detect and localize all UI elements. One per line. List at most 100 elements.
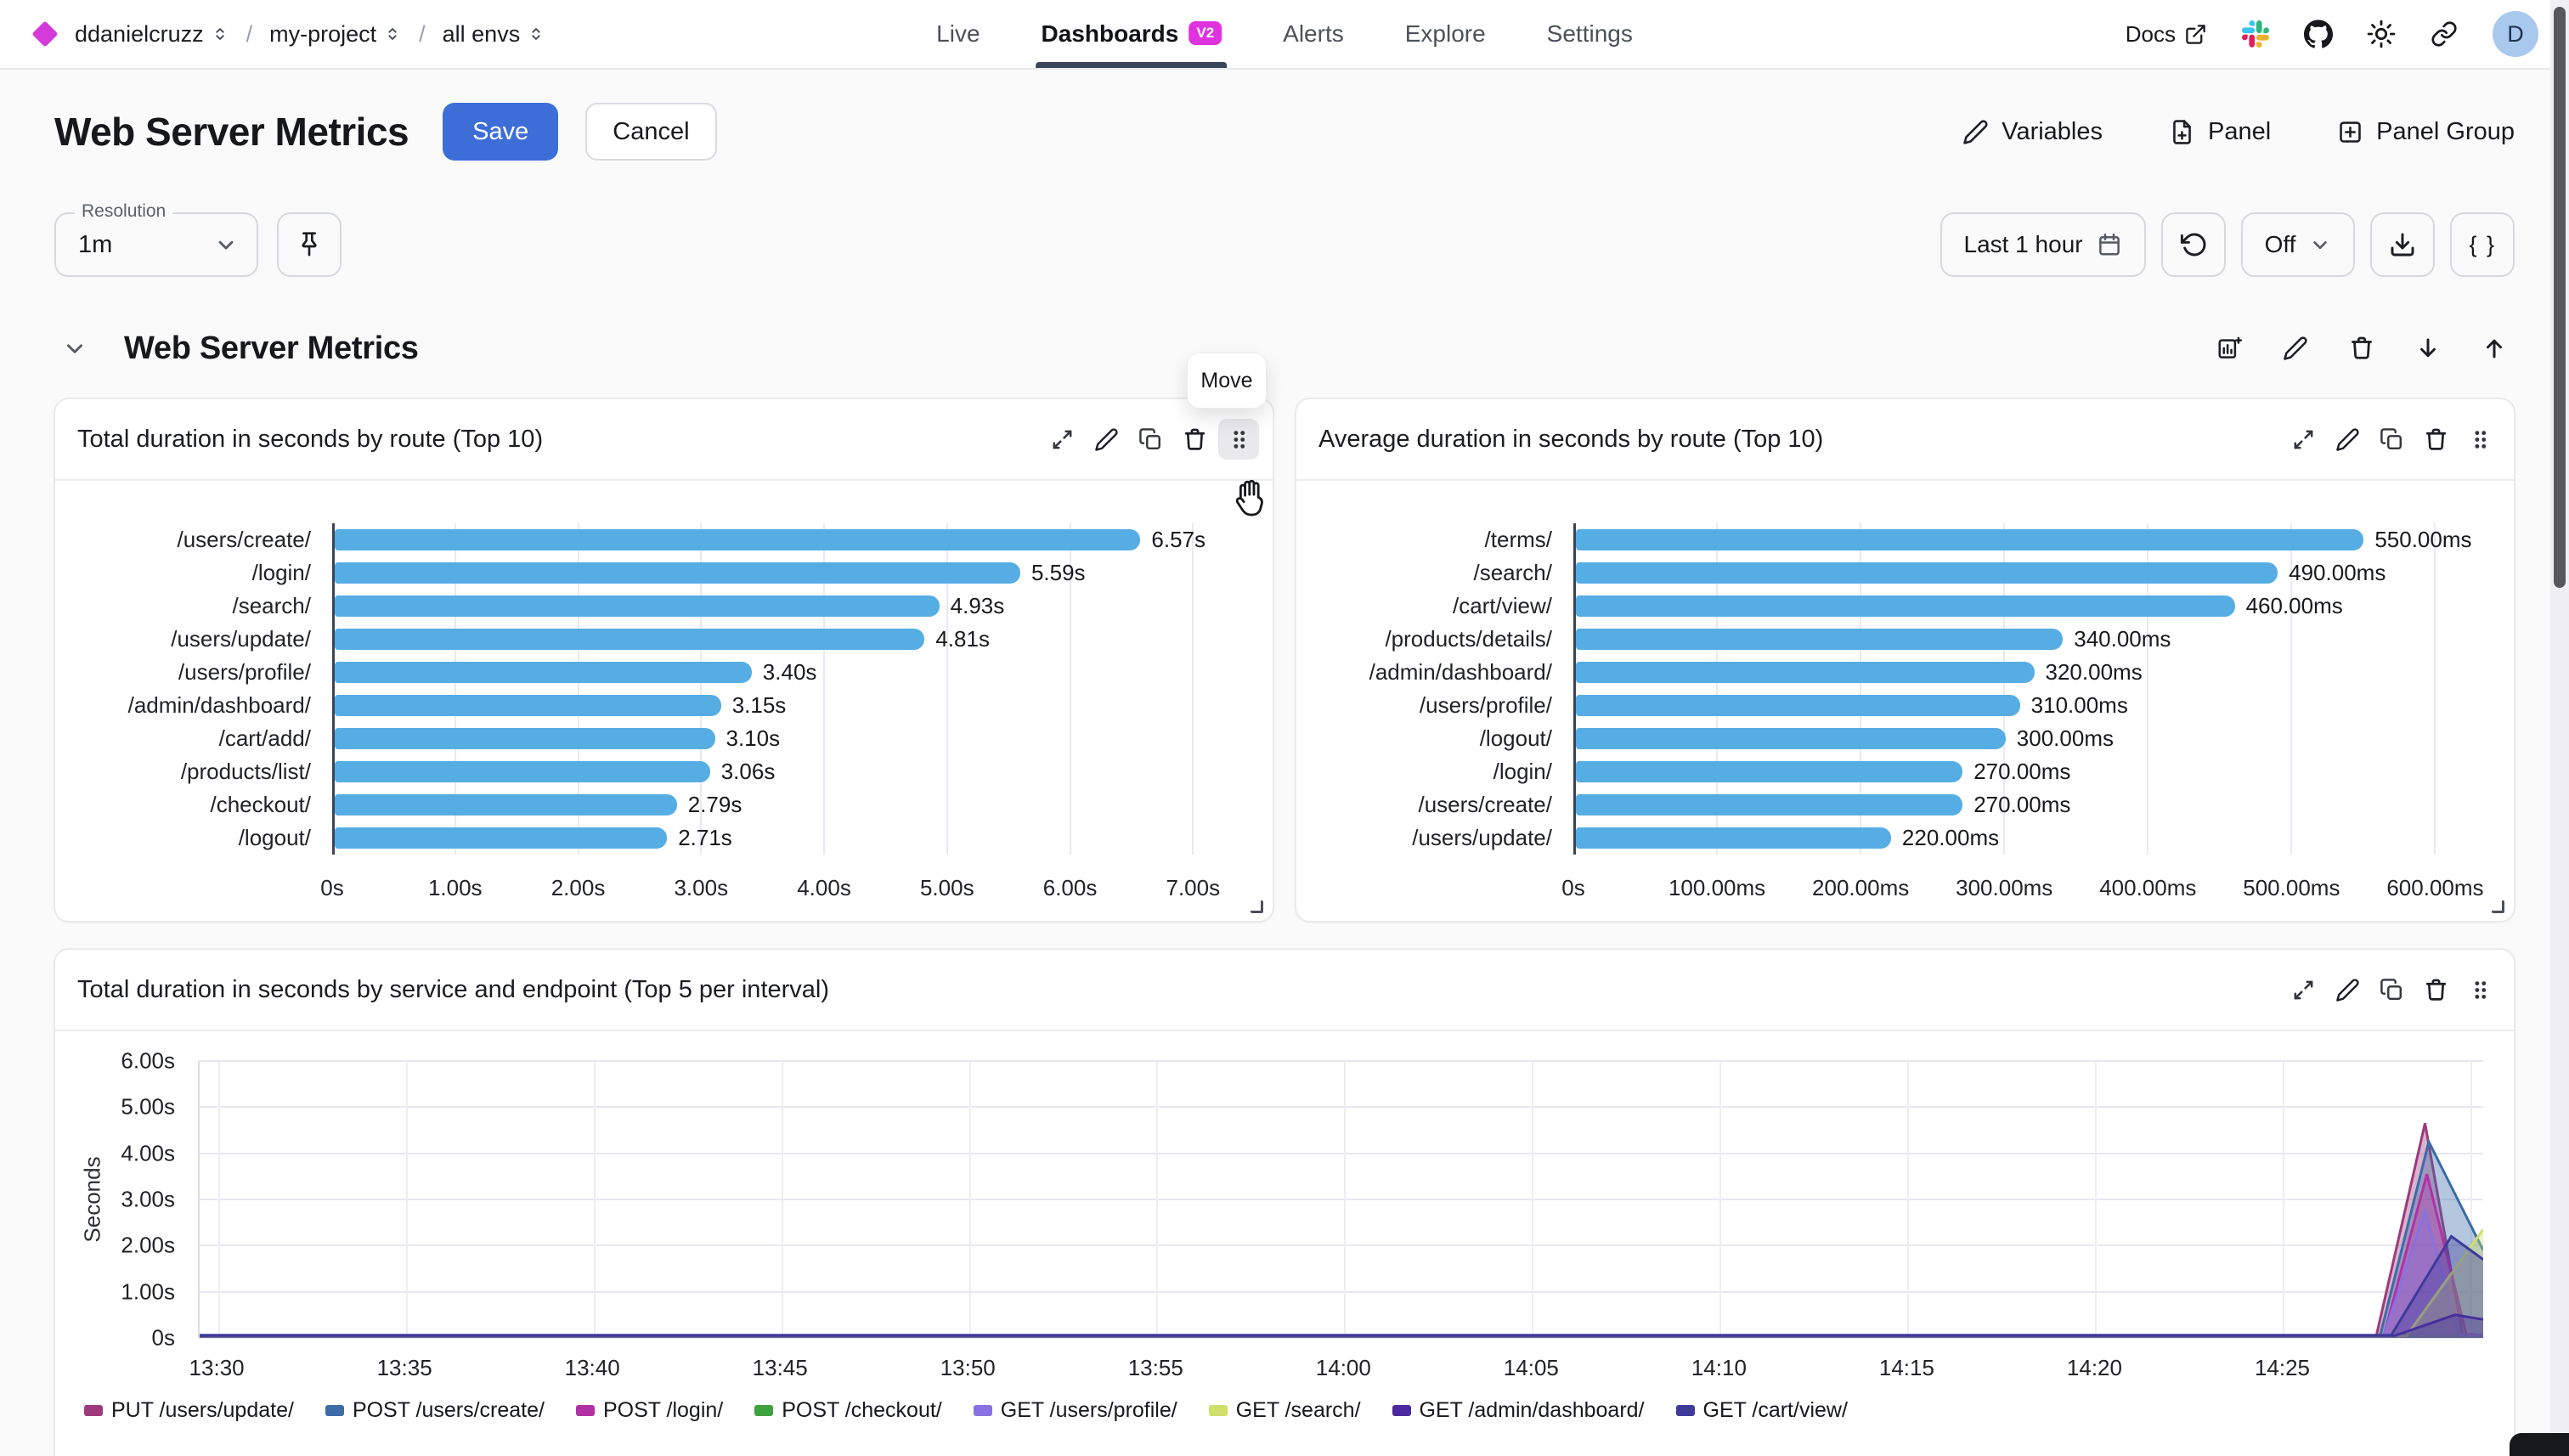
user-avatar[interactable]: D <box>2493 11 2538 57</box>
nav-alerts[interactable]: Alerts <box>1283 0 1344 68</box>
github-icon[interactable] <box>2304 20 2333 48</box>
nav-live[interactable]: Live <box>936 0 980 68</box>
share-link-icon[interactable] <box>2430 20 2459 48</box>
x-tick-label: 400.00ms <box>2099 875 2197 900</box>
expand-panel-button[interactable] <box>2283 969 2323 1010</box>
bar-value-label: 2.79s <box>687 792 742 817</box>
delete-panel-button[interactable] <box>1174 419 1215 460</box>
duplicate-panel-button[interactable] <box>1130 419 1171 460</box>
legend-label: GET /cart/view/ <box>1702 1398 1848 1422</box>
delete-panel-button[interactable] <box>2415 969 2456 1010</box>
y-tick-label: 2.00s <box>121 1232 175 1258</box>
expand-panel-button[interactable] <box>2283 419 2323 460</box>
page-scrollbar-thumb[interactable] <box>2554 7 2566 588</box>
drag-panel-handle[interactable] <box>2459 969 2500 1010</box>
header-actions: Variables Panel Panel Group <box>1962 118 2515 146</box>
x-tick-label: 6.00s <box>1042 875 1098 900</box>
org-selector[interactable]: ddanielcruzz <box>75 21 229 48</box>
x-axis-ticks: 13:30 13:35 13:40 13:45 13:50 13:55 14:00 14:05… <box>189 1350 2483 1384</box>
panel-resize-handle[interactable] <box>2492 900 2504 913</box>
drag-panel-handle[interactable] <box>2459 419 2500 460</box>
slack-icon[interactable] <box>2241 20 2270 48</box>
edit-panel-button[interactable] <box>2327 969 2368 1010</box>
bar-value-label: 340.00ms <box>2074 626 2171 652</box>
nav-explore[interactable]: Explore <box>1405 0 1486 68</box>
docs-link[interactable]: Docs <box>2126 21 2207 48</box>
copy-icon <box>1138 427 1163 452</box>
add-panel-to-group-button[interactable] <box>2209 328 2250 369</box>
legend-item[interactable]: GET /search/ <box>1208 1398 1361 1423</box>
x-tick-label: 13:50 <box>940 1355 996 1380</box>
expand-panel-button[interactable] <box>1042 419 1082 460</box>
bar-chart: /users/create/ /login/ /search/ /users/upda… <box>55 481 1273 914</box>
bar-row: 490.00ms <box>1573 556 2488 590</box>
pin-button[interactable] <box>277 212 342 277</box>
expand-icon <box>2291 427 2316 452</box>
bar-row: 340.00ms <box>1573 623 2488 656</box>
theme-toggle-sun-icon[interactable] <box>2367 20 2396 48</box>
time-range-button[interactable]: Last 1 hour <box>1939 212 2146 277</box>
category-label: /cart/add/ <box>218 725 311 751</box>
legend-item[interactable]: GET /admin/dashboard/ <box>1392 1398 1645 1423</box>
duplicate-panel-button[interactable] <box>2371 969 2412 1010</box>
download-button[interactable] <box>2370 212 2436 277</box>
legend-item[interactable]: POST /login/ <box>575 1398 724 1423</box>
collapse-group-button[interactable] <box>54 328 95 369</box>
legend-item[interactable]: GET /users/profile/ <box>973 1398 1177 1423</box>
bar-value-label: 4.81s <box>935 626 990 652</box>
legend-item[interactable]: PUT /users/update/ <box>84 1398 294 1423</box>
edit-group-button[interactable] <box>2275 328 2316 369</box>
page-header: Web Server Metrics Save Cancel Variables… <box>54 102 2515 161</box>
project-selector[interactable]: my-project <box>269 21 402 48</box>
bar <box>1576 595 2235 617</box>
auto-refresh-select[interactable]: Off <box>2240 212 2356 277</box>
legend-item[interactable]: POST /checkout/ <box>754 1398 942 1423</box>
panel-group-header: Web Server Metrics <box>54 324 2515 372</box>
x-tick-label: 14:00 <box>1315 1355 1371 1380</box>
legend-item[interactable]: GET /cart/view/ <box>1675 1398 1848 1423</box>
chevron-down-icon <box>214 233 238 257</box>
refresh-button[interactable] <box>2160 212 2226 277</box>
drag-panel-handle[interactable] <box>1218 419 1259 460</box>
cancel-button[interactable]: Cancel <box>585 103 717 161</box>
move-group-up-button[interactable] <box>2474 328 2515 369</box>
edit-panel-button[interactable] <box>1086 419 1126 460</box>
add-panel-group-button[interactable]: Panel Group <box>2337 118 2515 146</box>
json-braces-button[interactable]: { } <box>2450 212 2515 277</box>
x-tick-label: 500.00ms <box>2243 875 2340 900</box>
grip-dots-icon <box>1227 427 1251 452</box>
panel-resize-handle[interactable] <box>1251 900 1263 913</box>
panel-average-duration-by-route: Average duration in seconds by route (To… <box>1295 398 2515 923</box>
variables-button[interactable]: Variables <box>1962 118 2103 146</box>
duplicate-panel-button[interactable] <box>2371 419 2412 460</box>
resolution-select[interactable]: Resolution 1m <box>54 201 258 277</box>
legend-item[interactable]: POST /users/create/ <box>325 1398 545 1423</box>
add-panel-button[interactable]: Panel <box>2169 118 2271 146</box>
move-group-down-button[interactable] <box>2408 328 2448 369</box>
x-tick-label: 100.00ms <box>1668 875 1766 900</box>
bar-row: 550.00ms <box>1573 523 2488 556</box>
bar <box>1576 629 2064 650</box>
page-scrollbar-track[interactable] <box>2550 0 2569 1456</box>
x-tick-label: 0s <box>320 875 344 900</box>
x-tick-label: 14:05 <box>1503 1355 1559 1380</box>
delete-panel-button[interactable] <box>2415 419 2456 460</box>
bar <box>1576 662 2035 683</box>
delete-group-button[interactable] <box>2341 328 2382 369</box>
time-series-chart: Seconds 0s 1.00s 2.00s 3.00s 4.00s 5.00s 6.00s… <box>55 1031 2514 1456</box>
breadcrumb: ddanielcruzz / my-project / all envs <box>31 20 546 48</box>
topbar-right: Docs D <box>2126 11 2538 57</box>
edit-panel-button[interactable] <box>2327 419 2368 460</box>
bar-x-axis: 0s 100.00ms 200.00ms 300.00ms 400.00ms 500.00… <box>1561 855 2488 914</box>
y-tick-label: 3.00s <box>121 1186 175 1212</box>
environment-selector[interactable]: all envs <box>443 21 546 48</box>
copy-icon <box>2380 427 2404 452</box>
bar-category-labels: /users/create/ /login/ /search/ /users/upda… <box>55 523 332 855</box>
nav-dashboards[interactable]: Dashboards V2 <box>1036 0 1227 68</box>
legend-label: POST /login/ <box>602 1398 724 1422</box>
save-button[interactable]: Save <box>443 103 559 161</box>
nav-settings[interactable]: Settings <box>1547 0 1633 68</box>
bar-value-label: 220.00ms <box>1901 825 2000 850</box>
bar-row: 460.00ms <box>1573 590 2488 623</box>
panels-row-2: Total duration in seconds by service and… <box>54 948 2515 1456</box>
